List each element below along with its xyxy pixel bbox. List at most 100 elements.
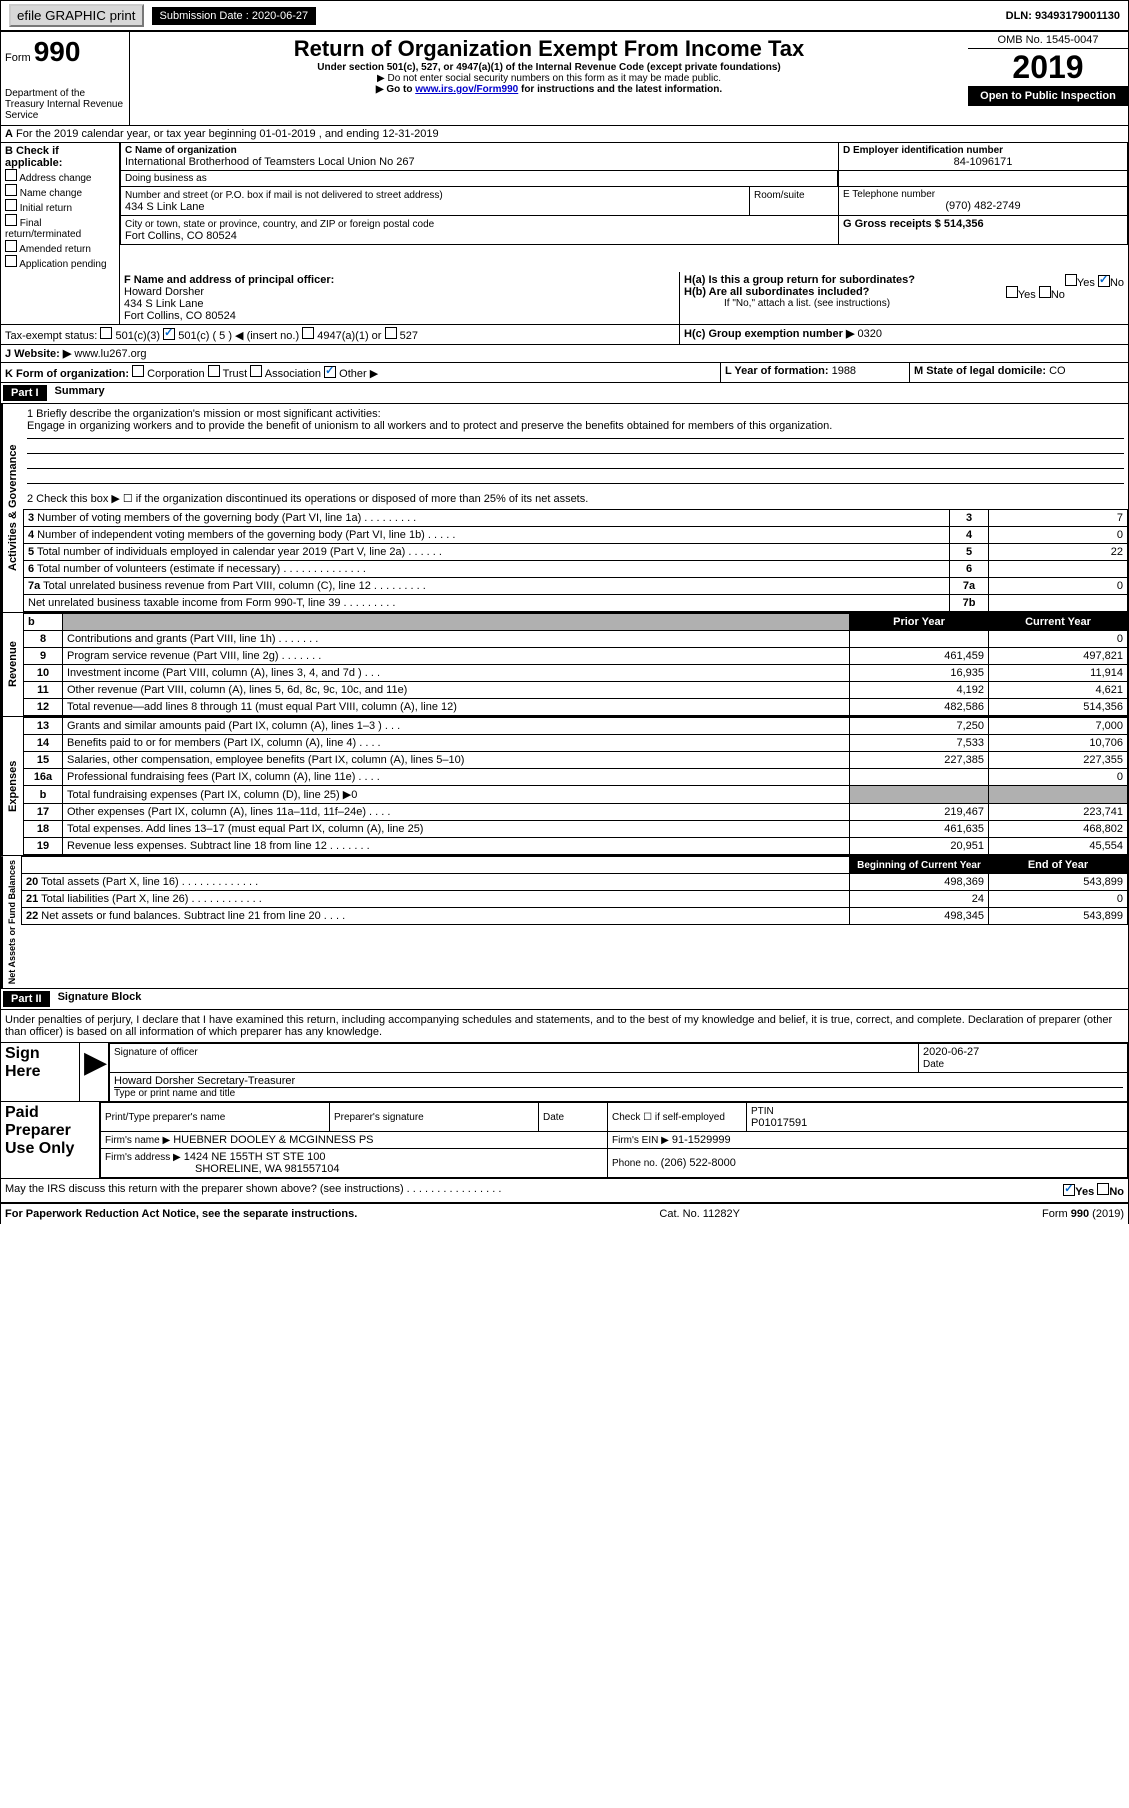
vert-netassets: Net Assets or Fund Balances: [1, 856, 21, 988]
sig-officer-label: Signature of officer: [114, 1047, 198, 1058]
part2-header: Part II: [3, 991, 50, 1007]
trust-checkbox[interactable]: [208, 365, 220, 377]
line-desc: 6 Total number of volunteers (estimate i…: [24, 561, 950, 578]
f-label: F Name and address of principal officer:: [124, 274, 334, 286]
b-option-checkbox[interactable]: [5, 199, 17, 211]
vert-expenses: Expenses: [1, 717, 23, 855]
omb: OMB No. 1545-0047: [968, 32, 1128, 49]
ein: 84-1096171: [843, 156, 1123, 168]
rev-prior: 461,459: [850, 648, 989, 665]
line-value: 7: [989, 510, 1128, 527]
line-box: 6: [950, 561, 989, 578]
ptin: P01017591: [751, 1117, 807, 1129]
year-formation: 1988: [832, 365, 856, 377]
firm-phone: (206) 522-8000: [661, 1157, 736, 1169]
b-option-checkbox[interactable]: [5, 255, 17, 267]
b-option-checkbox[interactable]: [5, 240, 17, 252]
m-label: M State of legal domicile:: [914, 365, 1046, 377]
501c-checkbox[interactable]: [163, 328, 175, 340]
paperwork-notice: For Paperwork Reduction Act Notice, see …: [5, 1208, 357, 1220]
c-name-label: C Name of organization: [125, 145, 834, 156]
revenue-table: bPrior YearCurrent Year 8Contributions a…: [23, 613, 1128, 716]
exp-current: 0: [989, 769, 1128, 786]
netassets-table: Beginning of Current YearEnd of Year 20 …: [21, 856, 1128, 925]
line-desc: 4 Number of independent voting members o…: [24, 527, 950, 544]
open-to-public: Open to Public Inspection: [968, 86, 1128, 106]
officer-typed-name: Howard Dorsher Secretary-Treasurer: [114, 1075, 1123, 1087]
state-domicile: CO: [1049, 365, 1066, 377]
preparer-table: Print/Type preparer's name Preparer's si…: [100, 1102, 1128, 1178]
form-subtitle: Under section 501(c), 527, or 4947(a)(1)…: [134, 62, 964, 73]
section-bcdeg: B Check if applicable: Address change Na…: [0, 143, 1129, 272]
cat-no: Cat. No. 11282Y: [659, 1208, 740, 1220]
discuss-yes-checkbox[interactable]: [1063, 1184, 1075, 1196]
exp-desc: Grants and similar amounts paid (Part IX…: [63, 718, 850, 735]
rev-desc: Other revenue (Part VIII, column (A), li…: [63, 682, 850, 699]
ha-yes-checkbox[interactable]: [1065, 274, 1077, 286]
net-desc: 21 Total liabilities (Part X, line 26) .…: [22, 891, 850, 908]
b-option-checkbox[interactable]: [5, 214, 17, 226]
exp-desc: Total fundraising expenses (Part IX, col…: [63, 786, 850, 804]
irs-link[interactable]: www.irs.gov/Form990: [415, 84, 518, 95]
net-desc: 20 Total assets (Part X, line 16) . . . …: [22, 874, 850, 891]
g-gross-receipts: G Gross receipts $ 514,356: [843, 218, 1123, 230]
i-label: Tax-exempt status:: [5, 330, 97, 342]
expenses-table: 13Grants and similar amounts paid (Part …: [23, 717, 1128, 855]
other-checkbox[interactable]: [324, 366, 336, 378]
line-desc: 5 Total number of individuals employed i…: [24, 544, 950, 561]
penalty-statement: Under penalties of perjury, I declare th…: [0, 1010, 1129, 1043]
line-desc: Net unrelated business taxable income fr…: [24, 595, 950, 612]
discuss-no-checkbox[interactable]: [1097, 1183, 1109, 1195]
hb-yes-checkbox[interactable]: [1006, 286, 1018, 298]
exp-prior: 227,385: [850, 752, 989, 769]
efile-button[interactable]: efile GRAPHIC print: [9, 4, 144, 27]
net-end: 543,899: [989, 874, 1128, 891]
firm-addr2: SHORELINE, WA 981557104: [195, 1163, 340, 1175]
officer-name: Howard Dorsher: [124, 286, 204, 298]
527-checkbox[interactable]: [385, 327, 397, 339]
rev-current: 497,821: [989, 648, 1128, 665]
part1-header: Part I: [3, 385, 47, 401]
line-value: 0: [989, 578, 1128, 595]
line-box: 3: [950, 510, 989, 527]
form-prefix: Form: [5, 52, 31, 64]
ha-no-checkbox[interactable]: [1098, 275, 1110, 287]
city-label: City or town, state or province, country…: [125, 219, 434, 230]
rev-prior: [850, 631, 989, 648]
exp-prior: 7,250: [850, 718, 989, 735]
group-exemption: 0320: [857, 328, 881, 340]
form-footer: Form 990 (2019): [1042, 1208, 1124, 1220]
net-end: 543,899: [989, 908, 1128, 925]
line-value: 22: [989, 544, 1128, 561]
line-desc: 3 Number of voting members of the govern…: [24, 510, 950, 527]
j-label: J Website: ▶: [5, 348, 71, 360]
sign-here: Sign Here: [1, 1043, 80, 1101]
line-box: 7b: [950, 595, 989, 612]
top-bar: efile GRAPHIC print Submission Date : 20…: [0, 0, 1129, 31]
assoc-checkbox[interactable]: [250, 365, 262, 377]
vert-revenue: Revenue: [1, 613, 23, 716]
501c3-checkbox[interactable]: [100, 327, 112, 339]
form-number: 990: [34, 36, 81, 67]
vert-activities: Activities & Governance: [1, 404, 23, 612]
b-option-checkbox[interactable]: [5, 169, 17, 181]
corp-checkbox[interactable]: [132, 365, 144, 377]
b-option-checkbox[interactable]: [5, 184, 17, 196]
rev-current: 4,621: [989, 682, 1128, 699]
net-begin: 498,369: [850, 874, 989, 891]
sign-date: 2020-06-27: [923, 1046, 1123, 1058]
exp-current: 468,802: [989, 821, 1128, 838]
dln: DLN: 93493179001130: [998, 7, 1128, 25]
exp-desc: Salaries, other compensation, employee b…: [63, 752, 850, 769]
net-begin: 498,345: [850, 908, 989, 925]
part2-title: Signature Block: [58, 991, 142, 1007]
4947-checkbox[interactable]: [302, 327, 314, 339]
telephone: (970) 482-2749: [843, 200, 1123, 212]
note-2: ▶ Go to www.irs.gov/Form990 for instruct…: [134, 84, 964, 95]
room-label: Room/suite: [754, 190, 805, 201]
line-value: 0: [989, 527, 1128, 544]
h-b: H(b) Are all subordinates included?: [684, 286, 869, 298]
city-state-zip: Fort Collins, CO 80524: [125, 230, 237, 242]
line-desc: 7a Total unrelated business revenue from…: [24, 578, 950, 595]
hb-no-checkbox[interactable]: [1039, 286, 1051, 298]
